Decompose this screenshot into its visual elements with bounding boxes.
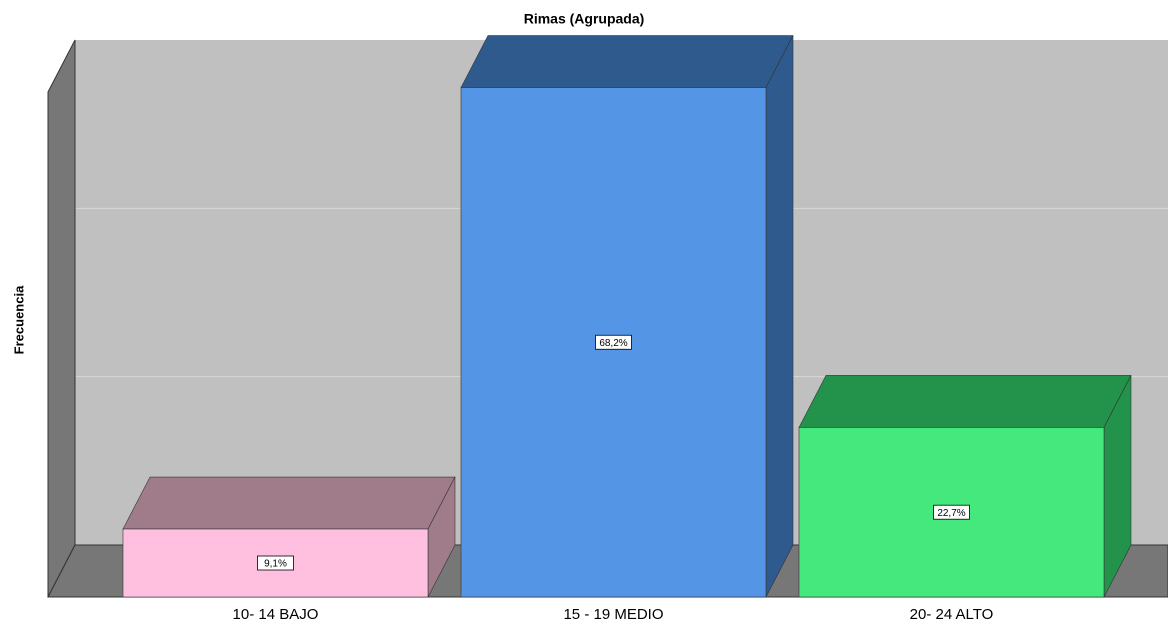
bar <box>460 35 794 598</box>
x-tick-label: 10- 14 BAJO <box>233 606 319 623</box>
bar <box>122 476 456 598</box>
bar-top <box>798 375 1132 428</box>
bar-side <box>765 35 794 598</box>
data-label-box <box>257 555 294 571</box>
x-tick-label: 20- 24 ALTO <box>910 606 994 623</box>
left-wall <box>47 39 76 598</box>
data-label: 9,1% <box>264 559 287 570</box>
data-label: 68,2% <box>599 338 627 349</box>
y-axis-label: Frecuencia <box>11 285 26 354</box>
x-tick-label: 15 - 19 MEDIO <box>563 606 663 623</box>
data-label-box <box>595 334 632 350</box>
bar-top <box>460 35 794 88</box>
data-label-box <box>933 504 970 520</box>
data-label: 22,7% <box>937 508 965 519</box>
bar <box>798 375 1132 598</box>
chart-title: Rimas (Agrupada) <box>524 11 645 27</box>
bar-top <box>122 476 456 530</box>
